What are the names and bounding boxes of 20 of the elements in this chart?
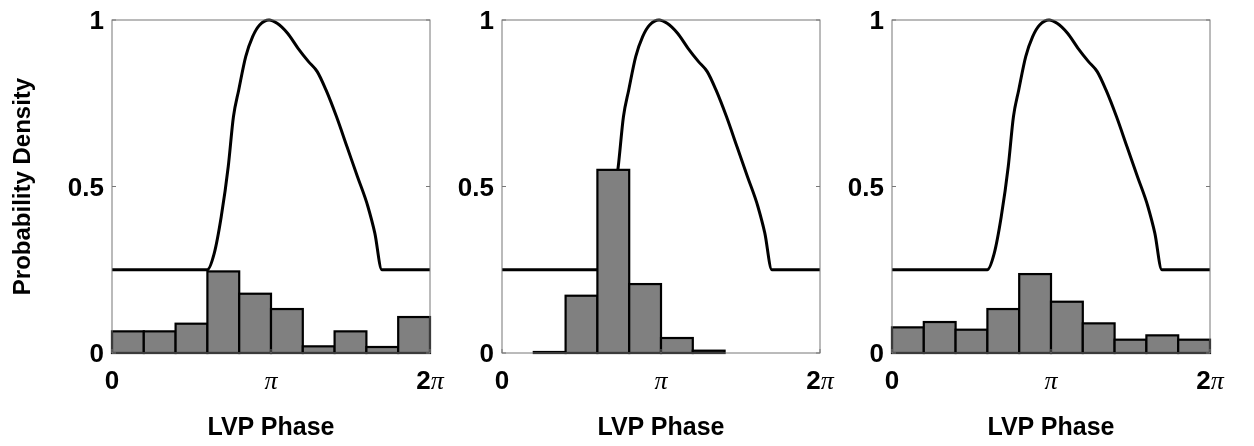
x-tick-label: 2π	[806, 365, 835, 395]
y-tick-label: 0	[869, 338, 884, 369]
y-axis-title: Probability Density	[8, 77, 35, 296]
y-tick-label: 1	[89, 5, 104, 36]
x-tick-label: π	[264, 366, 279, 395]
x-axis-title: LVP Phase	[597, 412, 725, 440]
x-axis-title: LVP Phase	[207, 412, 335, 440]
y-tick-label: 0.5	[457, 171, 494, 202]
x-tick-label: π	[1044, 366, 1059, 395]
x-tick-label: π	[654, 366, 669, 395]
y-tick-label: 0.5	[67, 171, 104, 202]
y-tick-label: 0	[89, 338, 104, 369]
line-series	[890, 18, 1212, 272]
y-tick-label: 1	[869, 5, 884, 36]
x-axis-title: LVP Phase	[987, 412, 1115, 440]
x-tick-label: 2π	[1196, 365, 1225, 395]
y-tick-label: 1	[479, 5, 494, 36]
x-tick-label: 2π	[416, 365, 445, 395]
y-tick-label: 0	[479, 338, 494, 369]
y-tick-label: 0.5	[847, 171, 884, 202]
